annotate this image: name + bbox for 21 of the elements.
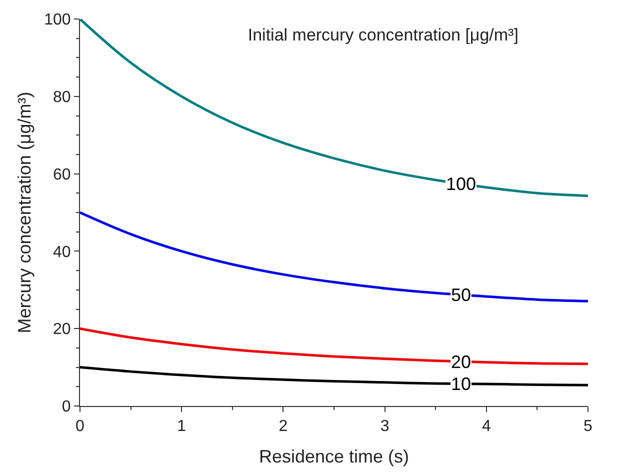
y-tick-label: 0	[62, 398, 71, 416]
x-tick-label: 1	[177, 418, 186, 436]
series-label: 100	[446, 174, 476, 194]
x-tick-label: 0	[76, 418, 85, 436]
x-tick-label: 5	[584, 418, 593, 436]
y-tick-label: 60	[53, 166, 71, 184]
line-series	[80, 19, 588, 198]
x-axis-title: Residence time (s)	[258, 446, 410, 466]
y-tick-label: 20	[53, 321, 71, 338]
series-label: 10	[451, 374, 472, 394]
x-tick-label: 4	[482, 418, 491, 436]
y-tick-label: 100	[44, 12, 71, 29]
series-label: 20	[451, 352, 472, 372]
series-label: 50	[451, 285, 472, 305]
line-series	[80, 211, 588, 302]
chart-title: Initial mercury concentration [μg/m³]	[248, 25, 518, 44]
x-tick-label: 3	[380, 418, 390, 436]
y-axis-title: Mercury concentration (μg/m³)	[14, 92, 34, 334]
y-tick-label: 80	[53, 89, 71, 106]
x-tick-label: 2	[278, 418, 288, 436]
y-tick-label: 40	[53, 244, 71, 261]
